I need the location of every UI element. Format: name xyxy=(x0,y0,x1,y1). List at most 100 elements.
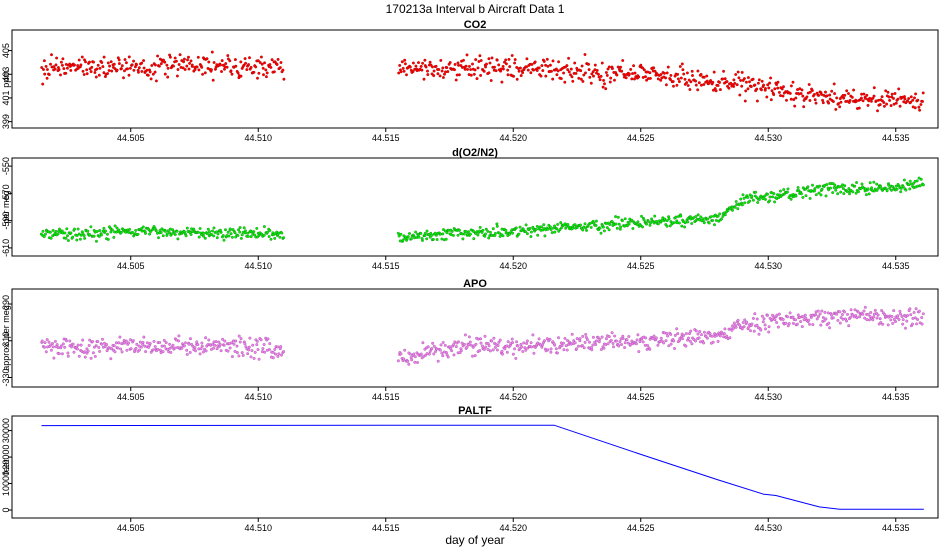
apo-data-point xyxy=(591,335,595,339)
o2n2-data-point xyxy=(484,227,488,231)
paltf-x-tick-label: 44.520 xyxy=(499,523,527,533)
co2-data-point xyxy=(632,64,636,68)
paltf-x-tick-label: 44.515 xyxy=(372,523,400,533)
co2-data-point xyxy=(181,66,185,70)
co2-data-point xyxy=(510,54,514,57)
o2n2-data-point xyxy=(157,236,160,240)
co2-data-point xyxy=(828,93,832,97)
o2n2-data-point xyxy=(875,188,879,192)
apo-data-point xyxy=(219,349,223,353)
apo-data-point xyxy=(521,350,525,353)
apo-data-point xyxy=(881,322,885,326)
co2-data-point xyxy=(148,70,152,74)
o2n2-data-point xyxy=(211,229,214,233)
o2n2-data-point xyxy=(529,235,533,239)
apo-data-point xyxy=(742,325,746,329)
co2-data-point xyxy=(736,70,740,74)
co2-data-point xyxy=(400,60,404,64)
co2-data-point xyxy=(601,85,605,89)
apo-data-point xyxy=(57,352,61,356)
co2-data-point xyxy=(555,73,559,77)
apo-data-point xyxy=(899,312,902,316)
apo-data-point xyxy=(514,356,518,360)
apo-data-point xyxy=(554,347,558,351)
apo-data-point xyxy=(127,341,131,345)
o2n2-data-point xyxy=(832,186,836,190)
o2n2-data-point xyxy=(683,221,687,225)
o2n2-data-point xyxy=(754,190,758,194)
apo-data-point xyxy=(817,314,820,318)
o2n2-data-point xyxy=(734,200,738,203)
o2n2-y-tick-label: -570 xyxy=(1,184,11,202)
apo-data-point xyxy=(762,317,766,321)
apo-data-point xyxy=(687,336,690,340)
apo-data-point xyxy=(43,341,47,345)
apo-data-point xyxy=(72,350,76,354)
co2-data-point xyxy=(765,95,769,99)
o2n2-data-point xyxy=(159,231,163,235)
apo-data-point xyxy=(901,322,905,326)
apo-data-point xyxy=(55,343,59,347)
apo-data-point xyxy=(135,342,139,346)
co2-data-point xyxy=(142,66,146,70)
o2n2-data-point xyxy=(98,229,102,233)
apo-data-point xyxy=(430,347,434,350)
co2-data-point xyxy=(262,73,265,77)
o2n2-data-point xyxy=(867,192,871,196)
o2n2-data-point xyxy=(696,213,700,217)
apo-data-point xyxy=(673,347,676,350)
co2-data-point xyxy=(201,72,205,76)
apo-data-point xyxy=(98,349,102,353)
apo-data-point xyxy=(875,316,879,320)
apo-data-point xyxy=(469,343,473,347)
apo-data-point xyxy=(809,316,813,319)
o2n2-data-point xyxy=(740,203,744,207)
apo-data-point xyxy=(158,348,162,352)
co2-data-point xyxy=(637,75,641,79)
co2-data-point xyxy=(411,61,415,65)
co2-data-point xyxy=(43,72,47,76)
o2n2-data-point xyxy=(870,186,874,190)
apo-data-point xyxy=(590,348,594,352)
co2-data-point xyxy=(50,53,53,57)
co2-data-point xyxy=(532,68,535,72)
co2-data-point xyxy=(44,64,48,68)
co2-data-point xyxy=(272,70,276,74)
apo-data-point xyxy=(427,352,431,356)
apo-data-point xyxy=(86,349,90,353)
co2-data-point xyxy=(718,80,722,84)
co2-data-point xyxy=(837,102,841,105)
o2n2-data-point xyxy=(89,225,93,229)
apo-data-point xyxy=(826,311,830,315)
o2n2-data-point xyxy=(409,237,413,241)
co2-data-point xyxy=(577,76,581,80)
apo-data-point xyxy=(246,352,250,356)
co2-data-point xyxy=(696,69,700,73)
apo-data-point xyxy=(45,338,49,342)
apo-data-point xyxy=(760,314,764,318)
co2-data-point xyxy=(913,106,917,110)
apo-data-point xyxy=(801,315,805,319)
co2-data-point xyxy=(474,58,478,62)
co2-data-point xyxy=(714,89,718,93)
o2n2-data-point xyxy=(92,234,96,238)
co2-data-point xyxy=(569,73,572,77)
co2-data-point xyxy=(52,65,56,69)
o2n2-data-point xyxy=(185,226,189,230)
o2n2-data-point xyxy=(514,226,518,230)
apo-data-point xyxy=(582,346,586,350)
o2n2-data-point xyxy=(672,221,676,225)
apo-data-point xyxy=(525,342,529,345)
apo-data-point xyxy=(879,321,883,324)
co2-data-point xyxy=(95,67,99,71)
co2-data-point xyxy=(676,77,680,81)
apo-data-point xyxy=(431,341,435,345)
o2n2-data-point xyxy=(901,185,905,189)
apo-data-point xyxy=(51,342,54,345)
co2-data-point xyxy=(137,66,141,70)
o2n2-data-point xyxy=(65,227,69,231)
co2-data-point xyxy=(659,73,663,76)
o2n2-data-point xyxy=(829,186,832,190)
apo-data-point xyxy=(781,317,785,321)
apo-data-point xyxy=(766,313,769,317)
